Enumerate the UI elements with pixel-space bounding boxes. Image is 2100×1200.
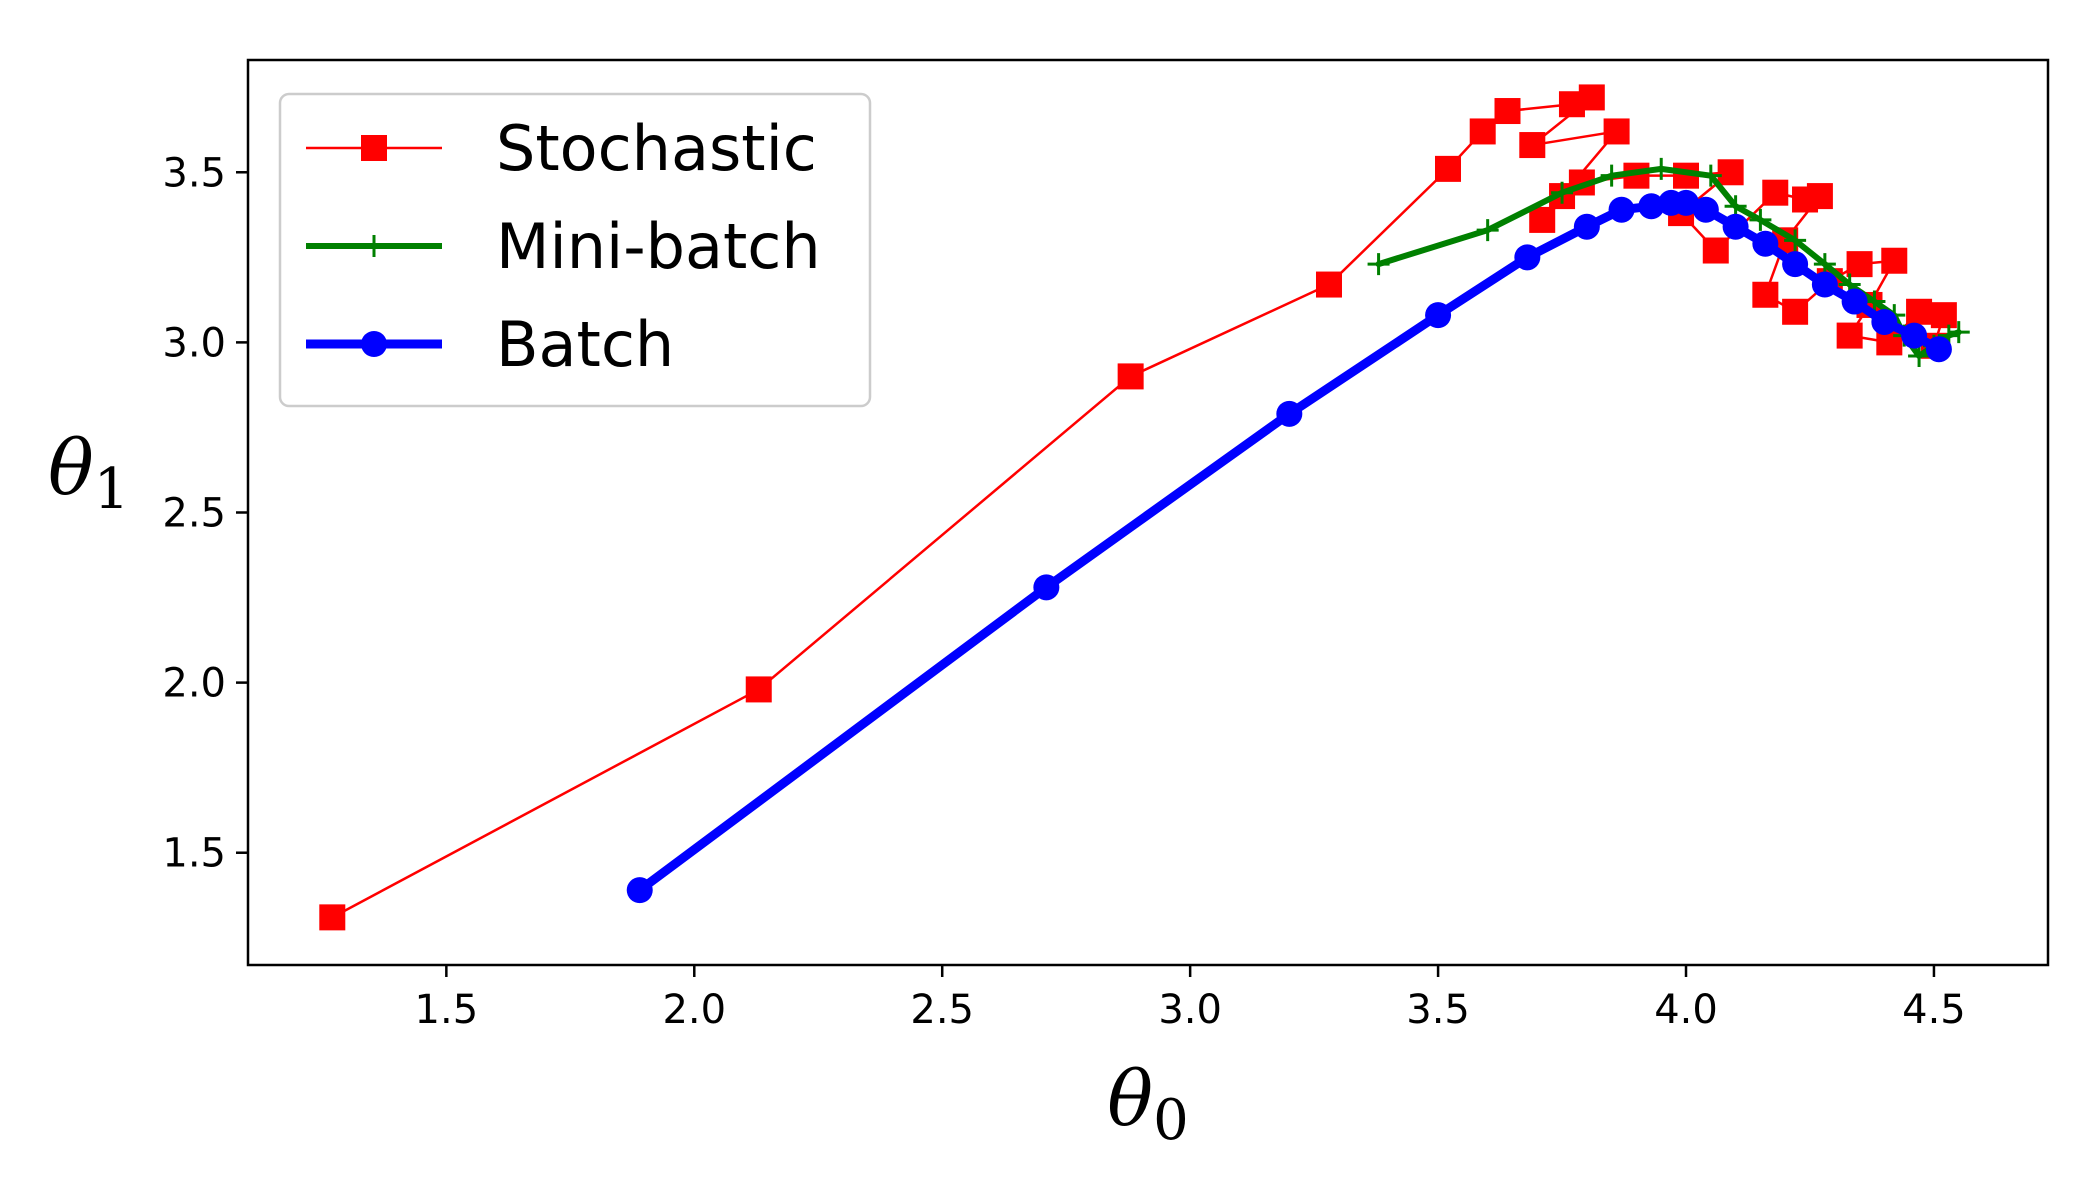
- data-point-batch: [1608, 196, 1635, 223]
- data-point-stochastic: [1881, 247, 1908, 274]
- x-tick-label: 4.0: [1654, 987, 1718, 1033]
- data-point-batch: [1573, 213, 1600, 240]
- data-point-mini-batch: [1749, 208, 1772, 231]
- data-point-stochastic: [1117, 363, 1144, 390]
- x-tick-label: 3.0: [1158, 987, 1222, 1033]
- data-point-stochastic: [745, 676, 772, 703]
- data-point-batch: [1901, 322, 1928, 349]
- data-point-stochastic: [1717, 159, 1744, 186]
- legend-frame: [278, 92, 872, 408]
- data-point-stochastic: [1806, 183, 1833, 210]
- series-batch: [626, 189, 1952, 904]
- legend-swatch-marker: [361, 135, 387, 161]
- y-tick-label: 3.0: [162, 320, 226, 366]
- data-point-batch: [1782, 251, 1809, 278]
- data-point-mini-batch: [1784, 229, 1807, 252]
- data-point-mini-batch: [1551, 181, 1574, 204]
- x-tick-label: 4.5: [1902, 987, 1966, 1033]
- legend-label: Stochastic: [496, 112, 817, 185]
- data-point-mini-batch: [1813, 253, 1836, 276]
- series-layer: [319, 84, 1970, 931]
- x-tick-label: 2.0: [662, 987, 726, 1033]
- data-point-mini-batch: [1476, 219, 1499, 242]
- data-point-batch: [1811, 271, 1838, 298]
- data-point-stochastic: [1494, 98, 1521, 125]
- legend-swatch-marker: [361, 331, 387, 357]
- data-point-stochastic: [1469, 118, 1496, 145]
- data-point-batch: [1514, 244, 1541, 271]
- legend-label: Mini-batch: [496, 210, 821, 283]
- y-tick-label: 2.0: [162, 661, 226, 707]
- data-point-mini-batch: [1908, 344, 1931, 367]
- data-point-stochastic: [1529, 206, 1556, 233]
- data-point-stochastic: [1906, 298, 1933, 325]
- data-point-batch: [1276, 400, 1303, 427]
- x-axis-ticks: 1.5 2.0 2.5 3.0 3.5 4.0 4.5: [415, 965, 1966, 1033]
- legend-item-stochastic: Stochastic: [306, 112, 817, 185]
- data-point-mini-batch: [1724, 195, 1747, 218]
- data-point-batch: [1033, 574, 1060, 601]
- data-point-stochastic: [1782, 298, 1809, 325]
- data-point-mini-batch: [1600, 164, 1623, 187]
- data-point-stochastic: [1603, 118, 1630, 145]
- legend-item-mini-batch: Mini-batch: [306, 210, 821, 283]
- data-point-stochastic: [1578, 84, 1605, 111]
- data-point-batch: [1673, 189, 1700, 216]
- data-point-batch: [1638, 193, 1665, 220]
- y-tick-label: 3.5: [162, 150, 226, 196]
- y-tick-label: 1.5: [162, 831, 226, 877]
- data-point-batch: [1425, 302, 1452, 329]
- legend-label: Batch: [496, 308, 674, 381]
- data-point-batch: [1722, 213, 1749, 240]
- series-line-mini-batch: [1375, 165, 1962, 359]
- data-point-stochastic: [319, 904, 346, 931]
- data-point-stochastic: [1519, 132, 1546, 159]
- data-point-stochastic: [1846, 251, 1873, 278]
- data-point-mini-batch: [1650, 157, 1673, 180]
- x-tick-label: 1.5: [415, 987, 479, 1033]
- legend-items: Stochastic Mini-batch Batch: [306, 112, 821, 381]
- x-tick-label: 2.5: [910, 987, 974, 1033]
- data-point-mini-batch: [1947, 321, 1970, 344]
- data-point-batch: [1925, 336, 1952, 363]
- data-point-stochastic: [1836, 322, 1863, 349]
- data-point-batch: [626, 877, 653, 904]
- data-point-stochastic: [1435, 155, 1461, 182]
- data-point-stochastic: [1762, 179, 1789, 206]
- data-point-stochastic: [1752, 281, 1779, 308]
- data-point-batch: [1752, 230, 1779, 257]
- legend-swatch-marker: [363, 235, 385, 257]
- data-point-mini-batch: [1699, 164, 1722, 187]
- data-point-stochastic: [1930, 302, 1957, 329]
- y-axis-ticks: 1.5 2.0 2.5 3.0 3.5: [162, 150, 248, 877]
- data-point-stochastic: [1315, 271, 1342, 298]
- data-point-batch: [1841, 288, 1868, 315]
- y-tick-label: 2.5: [162, 491, 226, 537]
- data-point-batch: [1871, 308, 1898, 335]
- legend-item-batch: Batch: [306, 308, 674, 381]
- x-tick-label: 3.5: [1406, 987, 1470, 1033]
- data-point-batch: [1692, 196, 1719, 223]
- data-point-mini-batch: [1367, 253, 1390, 276]
- legend: Stochastic Mini-batch Batch: [278, 92, 872, 408]
- data-point-stochastic: [1702, 237, 1729, 264]
